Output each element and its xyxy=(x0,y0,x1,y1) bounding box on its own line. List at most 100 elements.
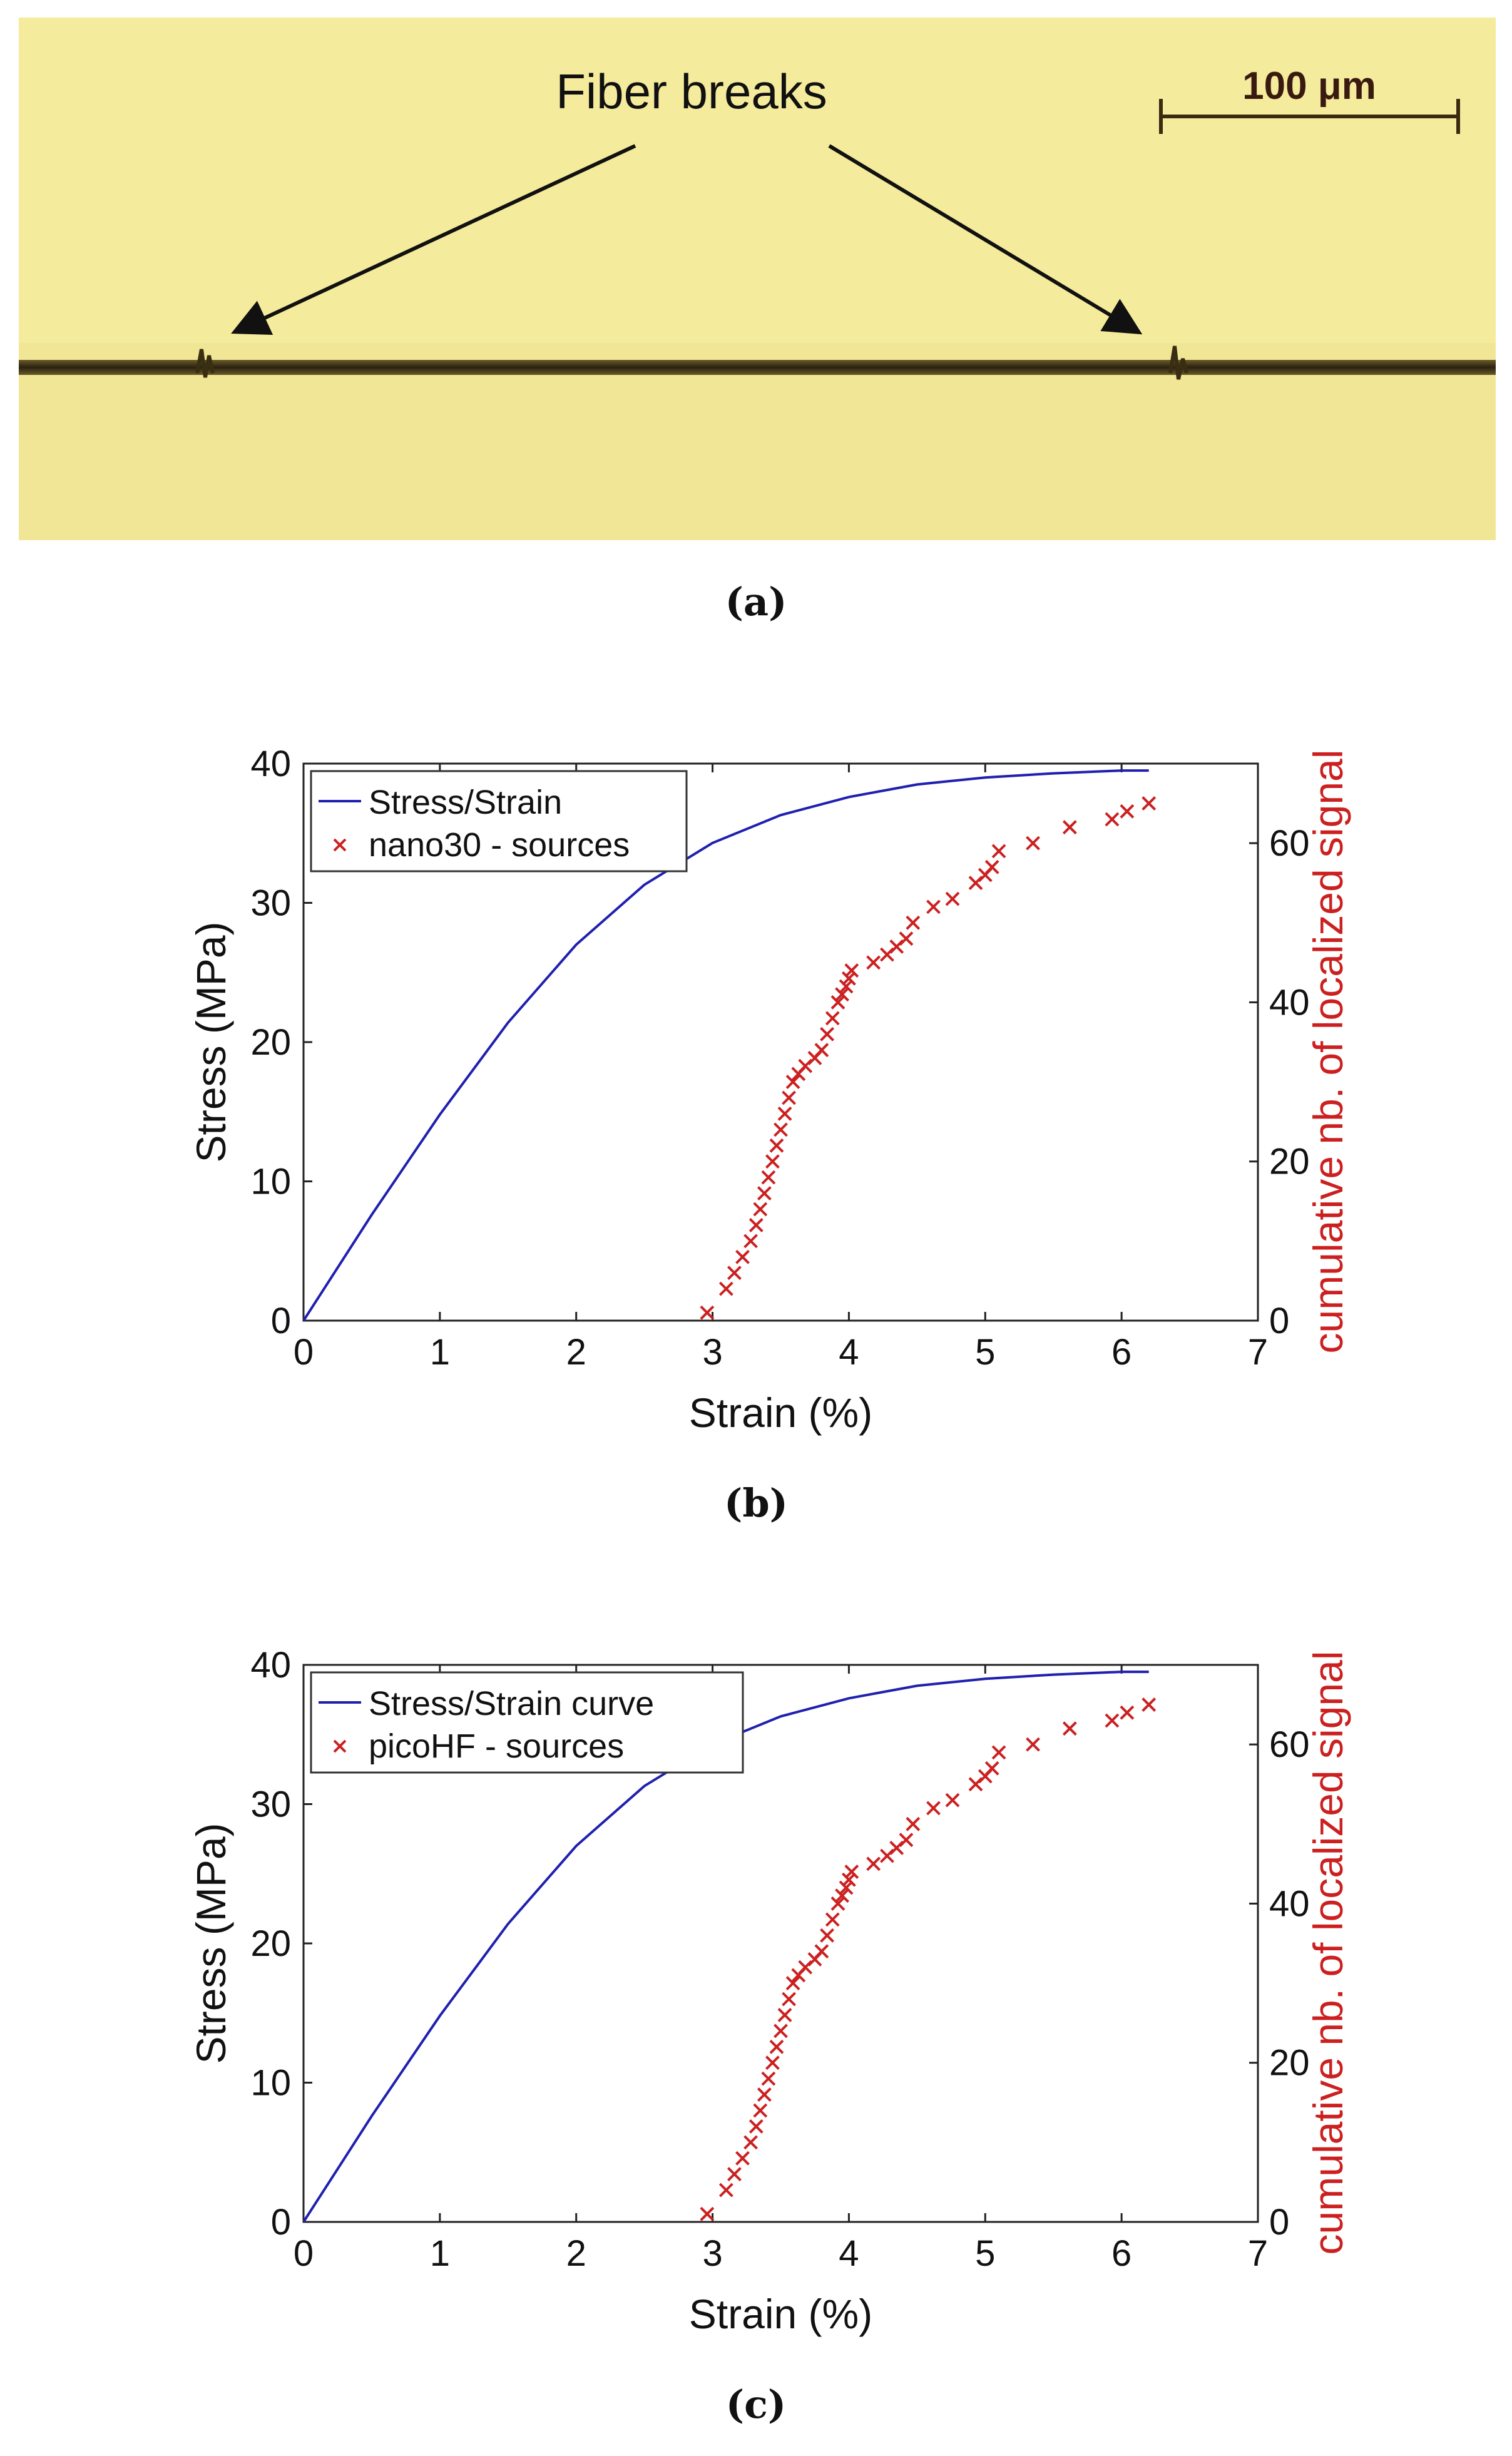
x-tick-label: 3 xyxy=(702,2233,722,2274)
source-point xyxy=(785,1075,800,1089)
scale-bar-label: 100 μm xyxy=(1242,64,1376,108)
source-point xyxy=(825,1912,840,1927)
x-tick-label: 5 xyxy=(975,1332,995,1373)
caption-a: (a) xyxy=(725,579,787,625)
source-point xyxy=(814,1944,829,1959)
y-axis-label: Stress (MPa) xyxy=(188,921,234,1162)
source-point xyxy=(718,1281,733,1296)
legend-label-sources: picoHF - sources xyxy=(369,1727,624,1765)
source-point xyxy=(1105,812,1120,827)
legend-label-stress: Stress/Strain curve xyxy=(369,1685,654,1722)
source-point xyxy=(866,1856,881,1871)
source-point xyxy=(769,1138,784,1153)
stress-strain-curve xyxy=(302,1671,1149,2223)
source-point xyxy=(785,1976,800,1990)
y-tick-label: 0 xyxy=(271,2202,291,2243)
y2-tick-label: 20 xyxy=(1269,2043,1310,2084)
source-point xyxy=(782,1992,796,2007)
fiber xyxy=(19,360,1496,375)
fiber-break-right xyxy=(1168,345,1188,380)
fiber-micrograph: Fiber breaks 100 μm xyxy=(19,18,1496,540)
source-point xyxy=(984,859,999,874)
y2-tick-label: 60 xyxy=(1269,823,1310,864)
x-tick-label: 6 xyxy=(1111,2233,1131,2274)
source-point xyxy=(774,1122,788,1137)
x-tick-label: 1 xyxy=(430,1332,450,1373)
x-tick-label: 7 xyxy=(1248,2233,1268,2274)
source-point xyxy=(1120,804,1135,819)
source-point xyxy=(700,1305,715,1320)
y2-tick-label: 40 xyxy=(1269,982,1310,1023)
source-point xyxy=(782,1090,796,1105)
x-tick-label: 6 xyxy=(1111,1332,1131,1373)
y-tick-label: 20 xyxy=(250,1923,291,1964)
legend-box xyxy=(310,770,688,872)
source-point xyxy=(830,1896,845,1911)
y-tick-label: 20 xyxy=(250,1022,291,1063)
source-point xyxy=(926,1801,941,1816)
y2-tick-label: 0 xyxy=(1269,2202,1289,2243)
caption-b: (b) xyxy=(723,1480,789,1526)
source-point xyxy=(735,1249,750,1264)
y-tick-label: 10 xyxy=(250,2063,291,2104)
source-point xyxy=(839,1880,854,1895)
source-point xyxy=(757,1186,772,1200)
source-point xyxy=(727,2167,742,2182)
source-point xyxy=(757,2087,772,2102)
source-point xyxy=(991,1745,1006,1760)
source-point xyxy=(991,844,1006,859)
y2-axis-label: cumulative nb. of localized signal xyxy=(1305,1651,1351,2255)
source-point xyxy=(945,891,960,906)
y2-tick-label: 40 xyxy=(1269,1883,1310,1924)
source-point xyxy=(718,2182,733,2198)
source-point xyxy=(774,2024,788,2039)
source-point xyxy=(1120,1705,1135,1720)
source-point xyxy=(906,1816,921,1831)
source-point xyxy=(984,1761,999,1776)
source-point xyxy=(899,931,914,946)
source-point xyxy=(842,1872,856,1887)
stress-strain-curve xyxy=(302,769,1149,1322)
y-tick-label: 10 xyxy=(250,1162,291,1202)
y-tick-label: 30 xyxy=(250,883,291,924)
source-point xyxy=(761,1170,776,1185)
y2-axis-label: cumulative nb. of localized signal xyxy=(1305,750,1351,1354)
x-tick-label: 0 xyxy=(294,1332,314,1373)
x-tick-label: 5 xyxy=(975,2233,995,2274)
source-point xyxy=(743,1234,758,1249)
y-tick-label: 40 xyxy=(250,1645,291,1686)
source-point xyxy=(765,1154,780,1169)
legend-marker-swatch xyxy=(333,838,347,852)
legend-label-sources: nano30 - sources xyxy=(369,826,630,864)
source-point xyxy=(1026,1737,1040,1752)
source-point xyxy=(945,1793,960,1808)
source-point xyxy=(743,2135,758,2150)
source-point xyxy=(906,915,921,930)
legend-box xyxy=(310,1671,744,1774)
y-axis-label: Stress (MPa) xyxy=(188,1823,234,2064)
source-point xyxy=(735,2151,750,2166)
x-tick-label: 4 xyxy=(839,1332,859,1373)
source-point xyxy=(761,2071,776,2086)
fiber-break-left xyxy=(195,349,215,378)
source-point xyxy=(727,1266,742,1281)
source-point xyxy=(700,2206,715,2221)
legend-marker-swatch xyxy=(333,1739,347,1753)
source-point xyxy=(899,1833,914,1848)
arrow-right xyxy=(828,144,1143,335)
arrow-left xyxy=(231,144,636,335)
x-tick-label: 0 xyxy=(294,2233,314,2274)
source-point xyxy=(830,995,845,1010)
x-tick-label: 3 xyxy=(702,1332,722,1373)
y2-tick-label: 60 xyxy=(1269,1724,1310,1765)
source-point xyxy=(814,1043,829,1058)
source-point xyxy=(1062,1721,1077,1736)
source-point xyxy=(753,2103,768,2118)
y-tick-label: 40 xyxy=(250,744,291,784)
x-tick-label: 4 xyxy=(839,2233,859,2274)
source-point xyxy=(1142,1697,1157,1712)
fiber-breaks-label: Fiber breaks xyxy=(556,64,827,119)
source-point xyxy=(1142,796,1157,811)
